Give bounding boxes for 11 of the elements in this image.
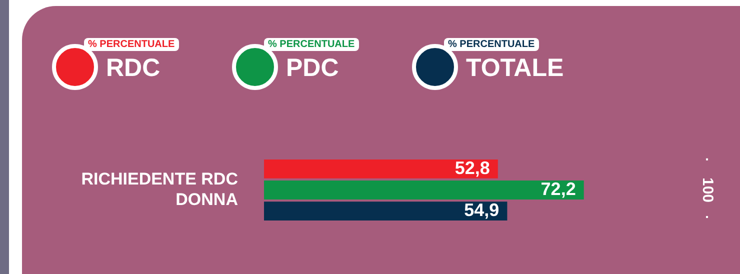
- data-label: 72,2: [540, 178, 576, 199]
- legend-label: PDC: [286, 53, 339, 83]
- text: % PERCENTUALE: [88, 39, 175, 50]
- legend-label: RDC: [106, 53, 160, 83]
- text: % PERCENTUALE: [448, 39, 535, 50]
- data-label: 54,9: [464, 200, 500, 220]
- y-tick-label: RICHIEDENTE RDC DONNA: [81, 169, 238, 209]
- legend-title: % PERCENTUALE: [264, 38, 359, 51]
- legend-label: TOTALE: [466, 53, 564, 83]
- data-label: 52,8: [454, 158, 490, 178]
- ref-line-label: 100: [698, 177, 716, 203]
